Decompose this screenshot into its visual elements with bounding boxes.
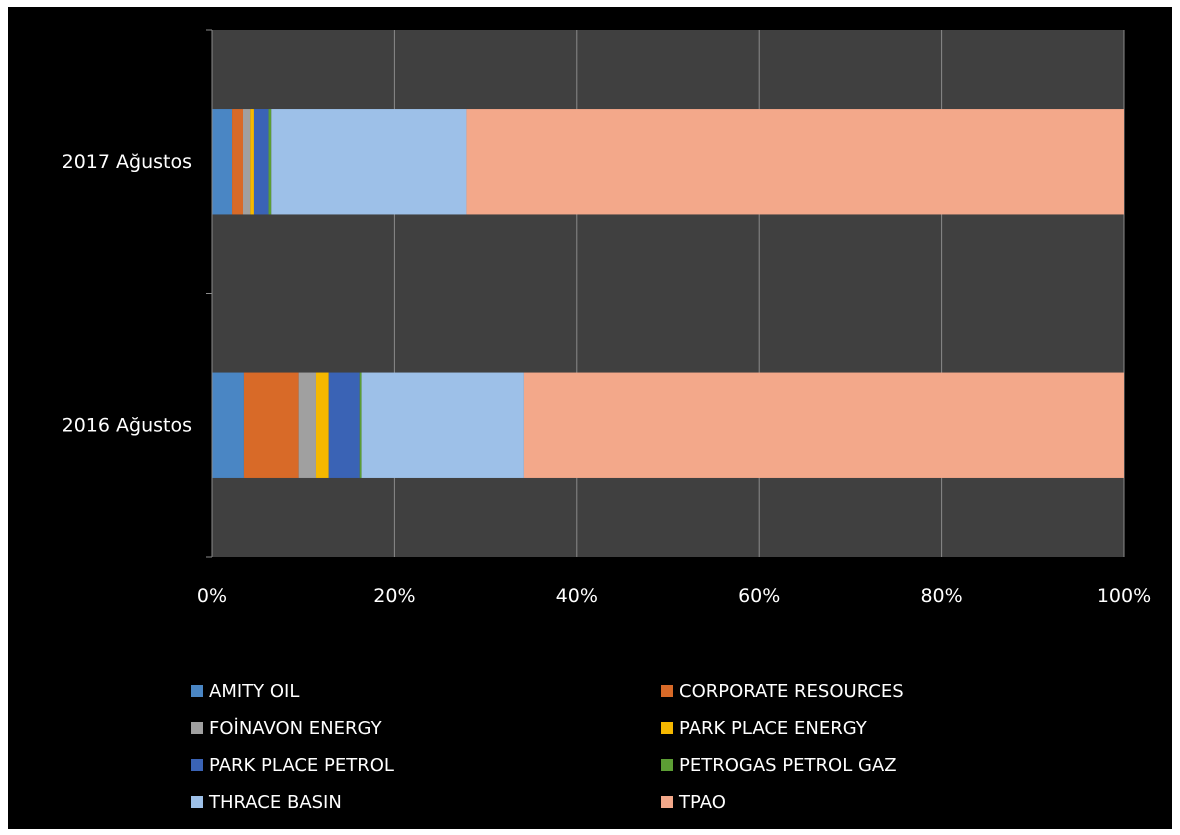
legend-item: CORPORATE RESOURCES [661, 679, 904, 703]
bar-segment [243, 109, 251, 215]
x-tick-label: 40% [556, 585, 598, 607]
legend-swatch [661, 796, 673, 808]
legend-label: CORPORATE RESOURCES [679, 680, 904, 702]
x-tick-label: 80% [920, 585, 962, 607]
bar-segment [268, 109, 272, 215]
bars [212, 109, 1124, 478]
legend-item: PETROGAS PETROL GAZ [661, 753, 897, 777]
legend-label: PETROGAS PETROL GAZ [679, 754, 897, 776]
legend-swatch [191, 685, 203, 697]
legend-label: PARK PLACE ENERGY [679, 717, 867, 739]
bar-segment [466, 109, 1124, 215]
bar-segment [232, 109, 244, 215]
y-category-label: 2016 Ağustos [62, 414, 192, 436]
legend-item: PARK PLACE PETROL [191, 753, 394, 777]
legend-item: AMITY OIL [191, 679, 299, 703]
legend-swatch [661, 722, 673, 734]
bar-segment [361, 372, 524, 478]
bar-segment [253, 109, 269, 215]
legend-swatch [661, 685, 673, 697]
x-tick-label: 60% [738, 585, 780, 607]
y-category-label: 2017 Ağustos [62, 151, 192, 173]
x-tick-label: 100% [1097, 585, 1151, 607]
legend-label: PARK PLACE PETROL [209, 754, 394, 776]
legend-item: PARK PLACE ENERGY [661, 716, 867, 740]
legend-swatch [191, 796, 203, 808]
bar-segment [359, 372, 362, 478]
legend-item: TPAO [661, 790, 726, 814]
bar-segment [271, 109, 467, 215]
legend-swatch [191, 722, 203, 734]
legend-swatch [661, 759, 673, 771]
legend-label: THRACE BASIN [209, 791, 342, 813]
bar-segment [328, 372, 360, 478]
bar-segment [212, 109, 233, 215]
bar-segment [298, 372, 316, 478]
bar-segment [315, 372, 329, 478]
legend-label: TPAO [679, 791, 726, 813]
legend-item: THRACE BASIN [191, 790, 342, 814]
x-tick-label: 20% [373, 585, 415, 607]
stacked-bar-chart: 0% 20% 40% 60% 80% 100% 2017 Ağustos 2016 Ağust… [62, 29, 1151, 607]
legend-item: FOİNAVON ENERGY [191, 716, 382, 740]
chart-area: 0% 20% 40% 60% 80% 100% 2017 Ağustos 2016 Ağust… [8, 7, 1172, 829]
bar-segment [523, 372, 1124, 478]
axes: 0% 20% 40% 60% 80% 100% 2017 Ağustos 2016 Ağust… [62, 29, 1151, 607]
bar-segment [250, 109, 254, 215]
bar-segment [212, 372, 244, 478]
x-tick-label: 0% [197, 585, 227, 607]
legend-label: AMITY OIL [209, 680, 300, 702]
legend-label: FOİNAVON ENERGY [209, 717, 382, 739]
bar-segment [243, 372, 299, 478]
legend-swatch [191, 759, 203, 771]
